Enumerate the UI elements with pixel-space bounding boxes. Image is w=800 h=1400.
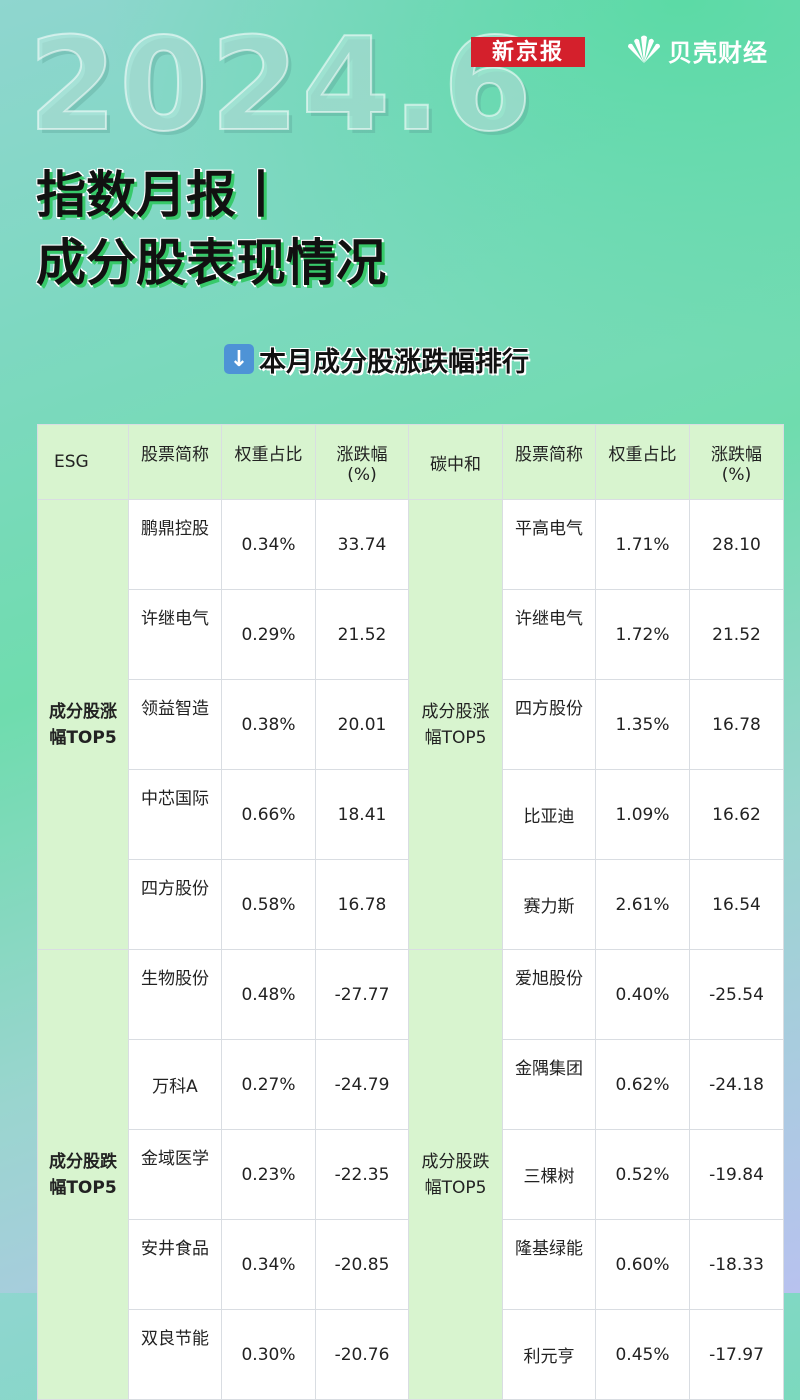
tzh-stock-name: 利元亨 (502, 1309, 596, 1400)
header-tanzhonghe: 碳中和 (408, 424, 503, 500)
category-loss-esg: 成分股跌 幅TOP5 (37, 949, 129, 1400)
tzh-weight: 0.62% (595, 1039, 690, 1130)
tzh-change: 16.62 (689, 769, 784, 860)
tzh-weight: 1.35% (595, 679, 690, 770)
tzh-stock-name: 赛力斯 (502, 859, 596, 950)
down-arrow-icon: ↓ (224, 344, 254, 374)
tzh-weight: 1.09% (595, 769, 690, 860)
tzh-change: 21.52 (689, 589, 784, 680)
section-subtitle: ↓ 本月成分股涨跌幅排行 (224, 339, 529, 379)
esg-stock-name: 万科A (128, 1039, 222, 1130)
tzh-change: 16.78 (689, 679, 784, 770)
tzh-weight: 0.52% (595, 1129, 690, 1220)
year-watermark: 2024.6 (27, 11, 534, 160)
tzh-stock-name: 金隅集团 (502, 1039, 596, 1130)
esg-change: -22.35 (315, 1129, 409, 1220)
esg-stock-name: 中芯国际 (128, 769, 222, 860)
shell-icon (628, 35, 660, 63)
esg-stock-name: 安井食品 (128, 1219, 222, 1310)
table-row: 金域医学 0.23% -22.35 三棵树 0.52% -19.84 (38, 1129, 784, 1220)
header-name-2: 股票简称 (502, 424, 596, 500)
tzh-change: -19.84 (689, 1129, 784, 1220)
tzh-change: -24.18 (689, 1039, 784, 1130)
tzh-stock-name: 隆基绿能 (502, 1219, 596, 1310)
tzh-stock-name: 平高电气 (502, 499, 596, 590)
esg-change: -27.77 (315, 949, 409, 1040)
esg-weight: 0.34% (221, 499, 316, 590)
header-weight: 权重占比 (221, 424, 316, 500)
header-change: 涨跌幅 (%) (315, 424, 409, 500)
esg-weight: 0.27% (221, 1039, 316, 1130)
subtitle-text: 本月成分股涨跌幅排行 (259, 346, 529, 378)
esg-change: -20.85 (315, 1219, 409, 1310)
tzh-change: -25.54 (689, 949, 784, 1040)
esg-stock-name: 金域医学 (128, 1129, 222, 1220)
tzh-weight: 2.61% (595, 859, 690, 950)
esg-change: 16.78 (315, 859, 409, 950)
esg-stock-name: 生物股份 (128, 949, 222, 1040)
tzh-stock-name: 四方股份 (502, 679, 596, 770)
header-esg: ESG (37, 424, 129, 500)
table-row: 许继电气 0.29% 21.52 许继电气 1.72% 21.52 (38, 589, 784, 680)
category-gain-tanzhonghe: 成分股涨 幅TOP5 (408, 499, 503, 950)
esg-weight: 0.38% (221, 679, 316, 770)
header-change-2: 涨跌幅 (%) (689, 424, 784, 500)
tzh-weight: 0.60% (595, 1219, 690, 1310)
header-weight-2: 权重占比 (595, 424, 690, 500)
esg-weight: 0.30% (221, 1309, 316, 1400)
esg-stock-name: 许继电气 (128, 589, 222, 680)
esg-weight: 0.48% (221, 949, 316, 1040)
esg-change: -24.79 (315, 1039, 409, 1130)
tzh-stock-name: 爱旭股份 (502, 949, 596, 1040)
tzh-change: 28.10 (689, 499, 784, 590)
tzh-change: -17.97 (689, 1309, 784, 1400)
tzh-weight: 0.45% (595, 1309, 690, 1400)
esg-weight: 0.29% (221, 589, 316, 680)
table-row: 领益智造 0.38% 20.01 四方股份 1.35% 16.78 (38, 679, 784, 770)
tzh-weight: 1.72% (595, 589, 690, 680)
esg-stock-name: 鹏鼎控股 (128, 499, 222, 590)
category-gain-esg: 成分股涨 幅TOP5 (37, 499, 129, 950)
category-loss-tanzhonghe: 成分股跌 幅TOP5 (408, 949, 503, 1400)
tzh-weight: 0.40% (595, 949, 690, 1040)
table-row: 成分股涨 幅TOP5 鹏鼎控股 0.34% 33.74 成分股涨 幅TOP5 平高电… (37, 499, 784, 950)
table-row: 成分股跌 幅TOP5 生物股份 0.48% -27.77 成分股跌 幅TOP5 爱旭… (37, 949, 784, 1400)
esg-change: -20.76 (315, 1309, 409, 1400)
table-row: 万科A 0.27% -24.79 金隅集团 0.62% -24.18 (38, 1039, 784, 1130)
page-title-line1: 指数月报丨 (36, 166, 286, 224)
esg-weight: 0.66% (221, 769, 316, 860)
esg-weight: 0.34% (221, 1219, 316, 1310)
esg-weight: 0.58% (221, 859, 316, 950)
table-row: 中芯国际 0.66% 18.41 比亚迪 1.09% 16.62 (38, 769, 784, 860)
ranking-table: ESG 股票简称 权重占比 涨跌幅 (%) 碳中和 股票简称 权重占比 涨跌幅 (%… (37, 424, 784, 1400)
table-header-row: ESG 股票简称 权重占比 涨跌幅 (%) 碳中和 股票简称 权重占比 涨跌幅 (%… (37, 424, 784, 500)
esg-stock-name: 四方股份 (128, 859, 222, 950)
xinjingbao-logo: 新京报 (471, 37, 585, 67)
tzh-change: -18.33 (689, 1219, 784, 1310)
tzh-weight: 1.71% (595, 499, 690, 590)
background-glow (0, 0, 800, 420)
esg-change: 21.52 (315, 589, 409, 680)
beike-caijing-text: 贝壳财经 (668, 38, 768, 67)
esg-weight: 0.23% (221, 1129, 316, 1220)
tzh-stock-name: 比亚迪 (502, 769, 596, 860)
esg-stock-name: 领益智造 (128, 679, 222, 770)
beike-caijing-logo: 贝壳财经 (624, 33, 768, 67)
esg-stock-name: 双良节能 (128, 1309, 222, 1400)
esg-change: 18.41 (315, 769, 409, 860)
esg-change: 20.01 (315, 679, 409, 770)
tzh-stock-name: 许继电气 (502, 589, 596, 680)
page-title-line2: 成分股表现情况 (36, 234, 386, 292)
esg-change: 33.74 (315, 499, 409, 590)
tzh-change: 16.54 (689, 859, 784, 950)
tzh-stock-name: 三棵树 (502, 1129, 596, 1220)
header-name: 股票简称 (128, 424, 222, 500)
